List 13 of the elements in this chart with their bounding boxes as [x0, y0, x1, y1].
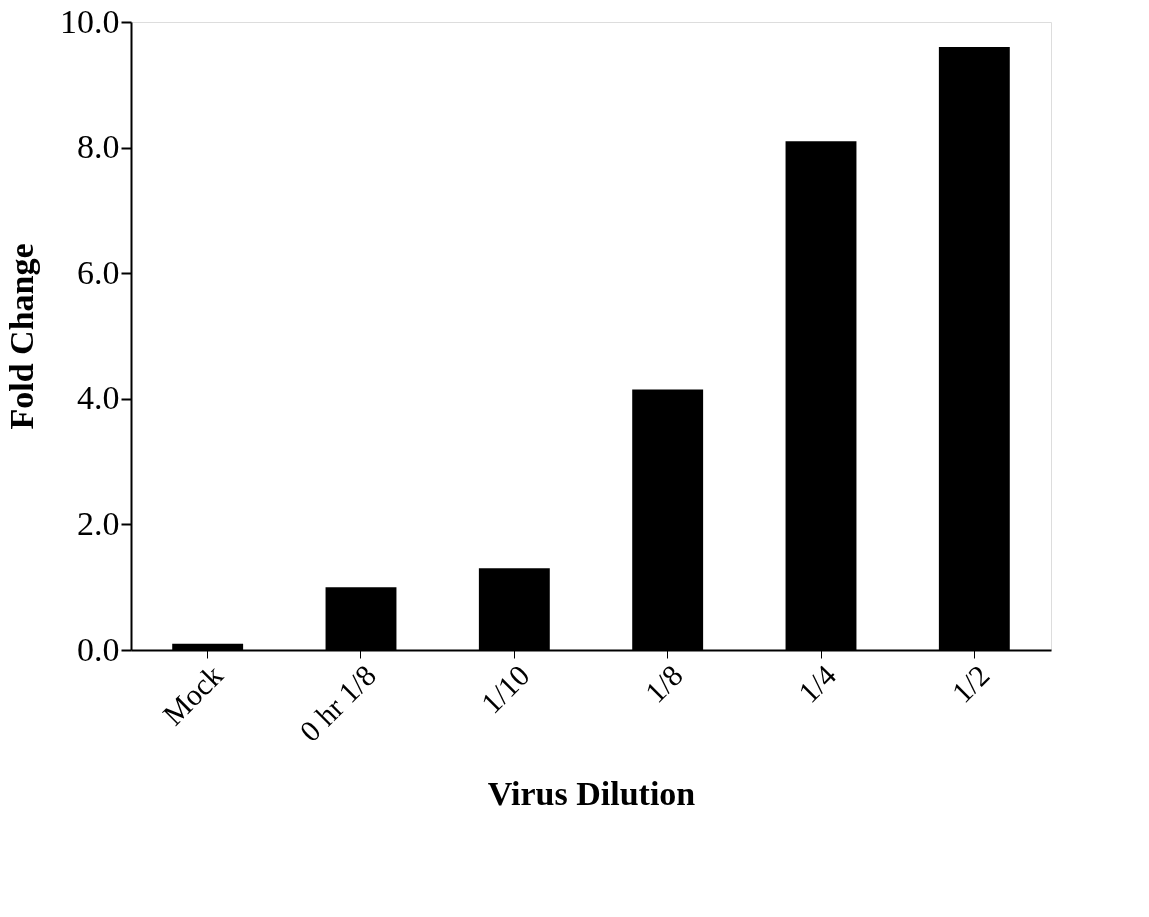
y-tick-label: 6.0 [77, 253, 120, 291]
x-axis-title: Virus Dilution [487, 774, 696, 812]
x-tick-label: 1/10 [474, 658, 536, 720]
x-tick-label: 1/8 [638, 658, 689, 709]
y-tick-label: 0.0 [77, 630, 120, 668]
y-tick-label: 2.0 [77, 504, 120, 542]
x-tick-label: 1/4 [791, 658, 843, 709]
y-tick-label: 4.0 [77, 379, 120, 417]
x-tick-label: 0 hr 1/8 [292, 658, 383, 748]
y-tick-label: 10.0 [60, 2, 120, 40]
y-tick-label: 8.0 [77, 128, 120, 166]
x-tick-label: 1/2 [945, 658, 996, 709]
y-axis-title: Fold Change [3, 243, 40, 430]
